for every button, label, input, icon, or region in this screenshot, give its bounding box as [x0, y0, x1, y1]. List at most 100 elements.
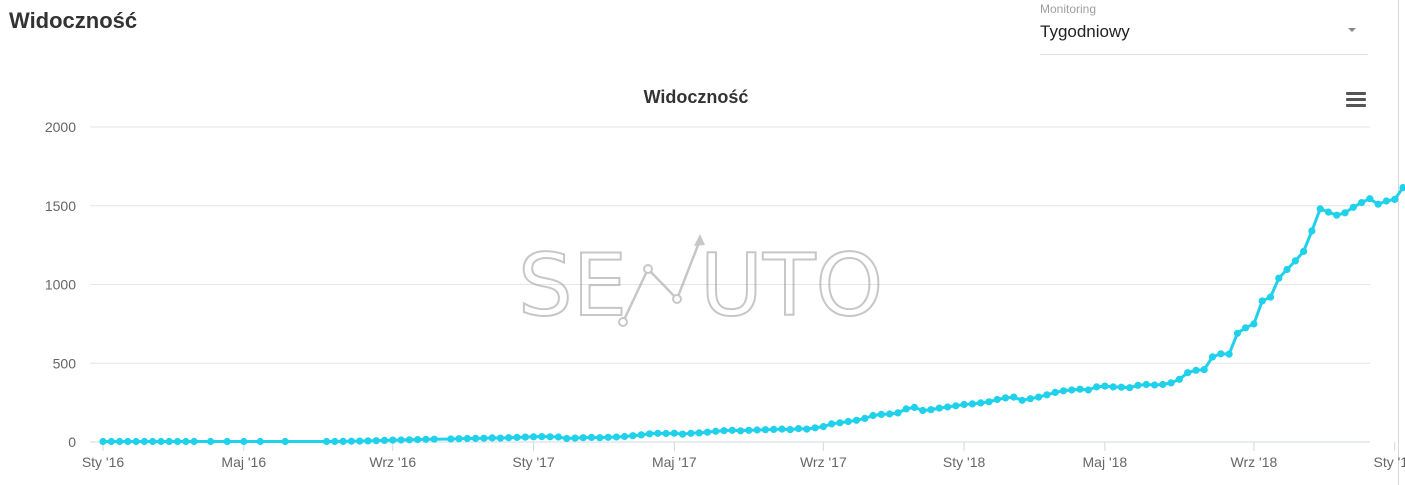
- data-point[interactable]: [132, 437, 140, 446]
- data-point[interactable]: [1341, 209, 1349, 217]
- data-point[interactable]: [877, 410, 885, 418]
- data-point[interactable]: [116, 437, 124, 446]
- data-point[interactable]: [107, 437, 115, 446]
- data-point[interactable]: [1093, 383, 1101, 391]
- data-point[interactable]: [1399, 184, 1405, 192]
- data-point[interactable]: [803, 425, 811, 433]
- data-point[interactable]: [1026, 395, 1034, 403]
- data-point[interactable]: [1391, 195, 1399, 203]
- data-point[interactable]: [1076, 385, 1084, 393]
- data-point[interactable]: [124, 437, 132, 446]
- data-point[interactable]: [587, 433, 596, 441]
- data-point[interactable]: [1117, 383, 1125, 391]
- data-point[interactable]: [621, 432, 629, 441]
- data-point[interactable]: [1126, 384, 1134, 392]
- data-point[interactable]: [1101, 382, 1109, 390]
- data-point[interactable]: [339, 437, 347, 445]
- data-point[interactable]: [1308, 227, 1316, 235]
- data-point[interactable]: [1324, 208, 1332, 216]
- data-point[interactable]: [1142, 380, 1150, 389]
- data-point[interactable]: [240, 437, 248, 446]
- data-point[interactable]: [173, 437, 182, 446]
- data-point[interactable]: [703, 428, 712, 436]
- data-point[interactable]: [1109, 383, 1117, 391]
- data-point[interactable]: [670, 429, 678, 437]
- data-point[interactable]: [861, 414, 869, 422]
- data-point[interactable]: [645, 430, 654, 438]
- data-point[interactable]: [604, 433, 612, 441]
- data-point[interactable]: [811, 424, 819, 432]
- data-point[interactable]: [1333, 211, 1341, 219]
- data-point[interactable]: [223, 437, 231, 446]
- data-point[interactable]: [571, 434, 579, 442]
- data-point[interactable]: [538, 433, 546, 441]
- data-point[interactable]: [372, 437, 380, 445]
- data-point[interactable]: [364, 437, 372, 445]
- data-point[interactable]: [182, 437, 190, 446]
- data-point[interactable]: [712, 427, 720, 435]
- data-point[interactable]: [944, 403, 952, 411]
- data-point[interactable]: [1217, 350, 1225, 358]
- data-point[interactable]: [405, 436, 413, 444]
- data-point[interactable]: [1051, 388, 1059, 396]
- data-point[interactable]: [331, 437, 339, 446]
- data-point[interactable]: [1233, 329, 1241, 337]
- data-point[interactable]: [1200, 366, 1208, 374]
- data-point[interactable]: [794, 425, 803, 433]
- data-point[interactable]: [488, 434, 496, 442]
- data-point[interactable]: [1358, 199, 1366, 207]
- data-point[interactable]: [993, 395, 1001, 404]
- data-point[interactable]: [1167, 379, 1175, 387]
- data-point[interactable]: [347, 437, 355, 445]
- data-point[interactable]: [654, 429, 662, 437]
- data-point[interactable]: [1258, 297, 1266, 305]
- chart-menu-icon[interactable]: [1345, 90, 1367, 110]
- data-point[interactable]: [629, 432, 637, 440]
- data-point[interactable]: [1225, 350, 1233, 358]
- data-point[interactable]: [463, 434, 471, 443]
- data-point[interactable]: [414, 436, 422, 444]
- data-point[interactable]: [778, 425, 786, 433]
- data-point[interactable]: [836, 419, 844, 427]
- data-point[interactable]: [149, 437, 157, 446]
- data-point[interactable]: [323, 437, 331, 446]
- data-point[interactable]: [207, 437, 215, 446]
- data-point[interactable]: [985, 398, 993, 406]
- data-point[interactable]: [521, 433, 529, 441]
- data-point[interactable]: [256, 437, 264, 446]
- data-point[interactable]: [695, 429, 703, 437]
- data-point[interactable]: [496, 434, 504, 442]
- data-point[interactable]: [687, 429, 695, 437]
- data-point[interactable]: [554, 433, 563, 441]
- data-point[interactable]: [927, 406, 935, 414]
- data-point[interactable]: [563, 434, 571, 443]
- data-point[interactable]: [1068, 386, 1076, 394]
- data-point[interactable]: [356, 437, 364, 445]
- data-point[interactable]: [1266, 293, 1275, 301]
- data-point[interactable]: [968, 400, 977, 408]
- data-point[interactable]: [1084, 386, 1092, 394]
- data-point[interactable]: [1283, 265, 1291, 274]
- data-point[interactable]: [637, 431, 645, 439]
- data-point[interactable]: [1382, 197, 1390, 205]
- data-point[interactable]: [1316, 205, 1324, 213]
- data-point[interactable]: [1043, 391, 1051, 399]
- data-point[interactable]: [1059, 387, 1068, 395]
- data-point[interactable]: [1291, 257, 1299, 265]
- data-point[interactable]: [480, 434, 488, 442]
- data-point[interactable]: [720, 427, 728, 435]
- data-point[interactable]: [579, 434, 587, 442]
- data-point[interactable]: [828, 420, 836, 428]
- data-point[interactable]: [761, 426, 770, 434]
- data-point[interactable]: [140, 437, 148, 446]
- data-point[interactable]: [389, 436, 397, 444]
- data-point[interactable]: [1366, 195, 1374, 203]
- data-point[interactable]: [1134, 381, 1142, 389]
- data-point[interactable]: [952, 402, 960, 410]
- data-point[interactable]: [728, 426, 736, 434]
- data-point[interactable]: [1242, 324, 1250, 332]
- data-point[interactable]: [612, 433, 621, 441]
- data-point[interactable]: [422, 435, 430, 443]
- data-point[interactable]: [530, 433, 538, 441]
- data-point[interactable]: [1349, 203, 1357, 211]
